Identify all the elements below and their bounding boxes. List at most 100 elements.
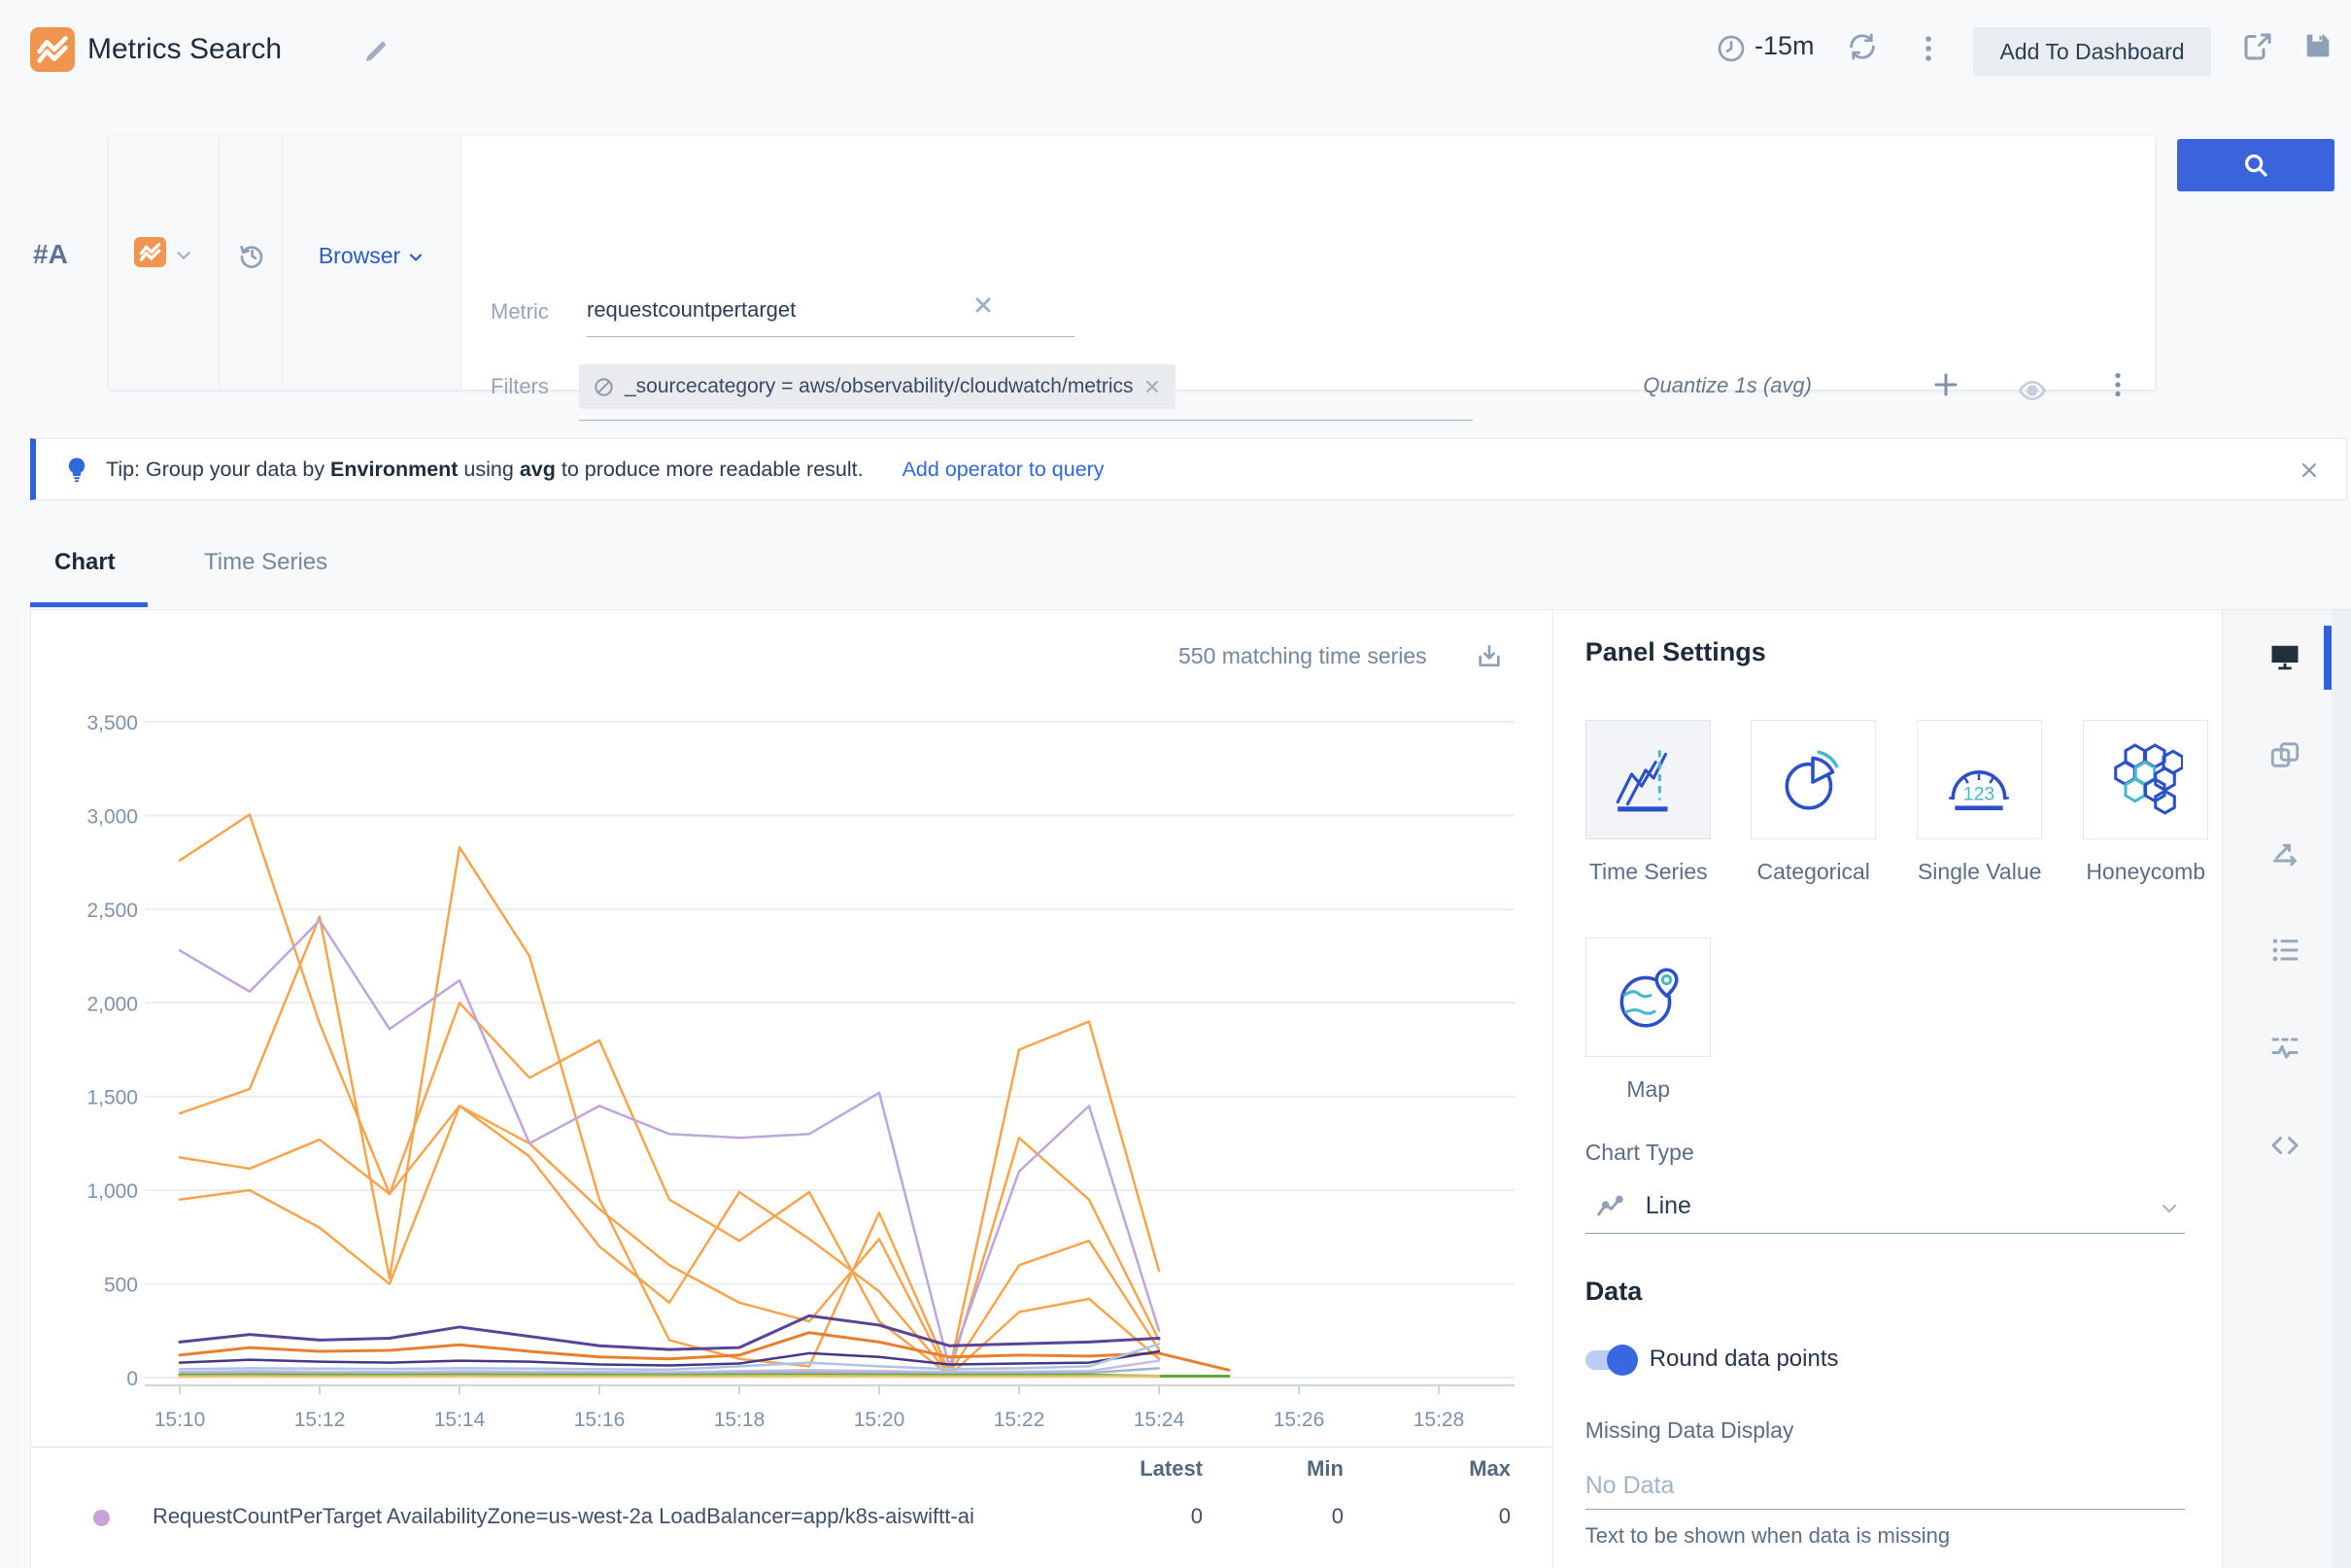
query-card: Browser Metric requestcountpertarget Fil… bbox=[109, 136, 2155, 390]
chevron-down-icon bbox=[2158, 1197, 2181, 1220]
svg-text:15:18: 15:18 bbox=[714, 1409, 766, 1431]
scrollbar-track[interactable] bbox=[2332, 610, 2351, 1568]
tip-text: Tip: Group your data by Environment usin… bbox=[106, 458, 864, 482]
axes-icon[interactable] bbox=[2267, 835, 2302, 869]
query-row-label: #A bbox=[33, 239, 68, 270]
legend-row[interactable]: RequestCountPerTarget AvailabilityZone=u… bbox=[31, 1500, 1553, 1551]
add-query-plus-icon[interactable] bbox=[1931, 370, 1960, 399]
tile-label-categorical: Categorical bbox=[1726, 859, 1901, 885]
tip-close-icon[interactable] bbox=[2298, 459, 2321, 482]
code-icon[interactable] bbox=[2267, 1128, 2302, 1163]
pie-chart-icon bbox=[1775, 742, 1851, 818]
tile-label-map: Map bbox=[1561, 1076, 1736, 1103]
svg-text:15:24: 15:24 bbox=[1134, 1409, 1185, 1431]
refresh-icon[interactable] bbox=[1846, 30, 1879, 63]
svg-text:3,500: 3,500 bbox=[86, 712, 138, 734]
honeycomb-icon bbox=[2107, 742, 2183, 818]
svg-text:15:28: 15:28 bbox=[1414, 1409, 1465, 1431]
chart-type-label: Chart Type bbox=[1585, 1140, 1694, 1166]
filter-chip-label: _sourcecategory = aws/observability/clou… bbox=[625, 375, 1133, 398]
round-data-points-toggle[interactable] bbox=[1585, 1350, 1632, 1370]
toolbar-active-indicator bbox=[2324, 626, 2332, 690]
time-range-value[interactable]: -15m bbox=[1755, 31, 1815, 61]
query-history-cell[interactable] bbox=[220, 136, 283, 390]
page-title: Metrics Search bbox=[87, 33, 282, 66]
filter-chip[interactable]: _sourcecategory = aws/observability/clou… bbox=[579, 364, 1176, 409]
svg-text:15:20: 15:20 bbox=[854, 1409, 905, 1431]
tip-text-part: Tip: Group your data by bbox=[106, 458, 330, 481]
copy-icon[interactable] bbox=[2267, 737, 2302, 772]
edit-title-pencil-icon[interactable] bbox=[361, 37, 391, 66]
legend-divider bbox=[31, 1447, 1553, 1448]
panel-type-honeycomb[interactable] bbox=[2083, 720, 2208, 839]
series-min-value: 0 bbox=[1246, 1504, 1344, 1529]
missing-data-display-label: Missing Data Display bbox=[1585, 1417, 1794, 1444]
metric-input[interactable]: requestcountpertarget bbox=[587, 297, 796, 323]
tab-time-series[interactable]: Time Series bbox=[204, 549, 327, 576]
svg-text:15:14: 15:14 bbox=[434, 1409, 486, 1431]
panel-settings-title: Panel Settings bbox=[1585, 637, 1766, 667]
chart-section: 550 matching time series 05001,0001,5002… bbox=[31, 610, 1552, 1568]
metric-clear-icon[interactable] bbox=[971, 293, 995, 317]
browser-dropdown[interactable]: Browser bbox=[283, 243, 461, 269]
tip-banner: Tip: Group your data by Environment usin… bbox=[30, 438, 2347, 500]
series-latest-value: 0 bbox=[1106, 1504, 1203, 1529]
svg-text:123: 123 bbox=[1963, 783, 1995, 804]
toggle-visibility-eye-icon[interactable] bbox=[2017, 375, 2048, 406]
pulse-icon[interactable] bbox=[2267, 1031, 2302, 1066]
chart-type-dropdown[interactable]: Line bbox=[1585, 1185, 2185, 1234]
metrics-app-icon bbox=[30, 27, 75, 72]
share-icon[interactable] bbox=[2240, 29, 2275, 64]
svg-text:500: 500 bbox=[104, 1275, 138, 1297]
time-range-clock-icon[interactable] bbox=[1716, 33, 1747, 64]
time-series-icon bbox=[1610, 742, 1686, 818]
active-tab-indicator bbox=[30, 602, 148, 607]
metrics-type-icon bbox=[134, 237, 166, 267]
panel-type-single-value[interactable]: 123 bbox=[1917, 720, 2042, 839]
tab-chart[interactable]: Chart bbox=[54, 549, 116, 576]
metrics-search-page: Metrics Search -15m Add To Dashboard #A bbox=[0, 0, 2351, 1568]
svg-text:2,500: 2,500 bbox=[86, 900, 138, 922]
svg-text:0: 0 bbox=[126, 1368, 138, 1390]
save-icon[interactable] bbox=[2301, 29, 2334, 62]
line-chart[interactable]: 05001,0001,5002,0002,5003,0003,50015:101… bbox=[31, 610, 1553, 1446]
history-clock-icon bbox=[236, 240, 267, 271]
panel-type-time-series[interactable] bbox=[1585, 720, 1711, 839]
svg-text:2,000: 2,000 bbox=[86, 993, 138, 1015]
chevron-down-icon bbox=[173, 245, 194, 266]
missing-data-input[interactable] bbox=[1585, 1463, 2185, 1510]
tip-bold-environment: Environment bbox=[330, 458, 458, 481]
metric-input-underline bbox=[587, 336, 1074, 337]
tip-text-part: to produce more readable result. bbox=[556, 458, 864, 481]
search-button[interactable] bbox=[2177, 139, 2334, 191]
svg-text:15:12: 15:12 bbox=[294, 1409, 346, 1431]
list-icon[interactable] bbox=[2267, 933, 2302, 968]
map-globe-icon bbox=[1610, 960, 1686, 1036]
filter-chip-remove-icon[interactable] bbox=[1142, 377, 1162, 396]
monitor-icon[interactable] bbox=[2267, 639, 2302, 674]
line-chart-type-icon bbox=[1593, 1191, 1626, 1224]
panel-type-categorical[interactable] bbox=[1751, 720, 1876, 839]
quantize-label: Quantize 1s (avg) bbox=[1600, 373, 1812, 398]
panel-settings: Panel Settings bbox=[1552, 610, 2222, 1568]
svg-text:15:10: 15:10 bbox=[154, 1409, 206, 1431]
header-kebab-menu-icon[interactable] bbox=[1912, 32, 1945, 65]
round-data-points-label: Round data points bbox=[1650, 1346, 1839, 1373]
svg-text:1,500: 1,500 bbox=[86, 1087, 138, 1109]
filters-field-label: Filters bbox=[491, 374, 549, 399]
legend-col-min: Min bbox=[1246, 1456, 1344, 1482]
panel-type-map[interactable] bbox=[1585, 937, 1711, 1057]
query-kebab-menu-icon[interactable] bbox=[2102, 369, 2133, 400]
lightbulb-icon bbox=[63, 456, 90, 483]
add-to-dashboard-button[interactable]: Add To Dashboard bbox=[1973, 27, 2211, 76]
filters-input-underline bbox=[579, 420, 1473, 421]
tip-text-part: using bbox=[458, 458, 519, 481]
metric-type-cell[interactable] bbox=[109, 136, 220, 390]
svg-text:15:26: 15:26 bbox=[1274, 1409, 1325, 1431]
series-color-dot bbox=[93, 1510, 110, 1526]
add-operator-to-query-link[interactable]: Add operator to query bbox=[903, 458, 1105, 482]
svg-text:15:16: 15:16 bbox=[574, 1409, 626, 1431]
source-selector-cell[interactable]: Browser bbox=[283, 136, 461, 390]
series-max-value: 0 bbox=[1414, 1504, 1511, 1529]
svg-text:15:22: 15:22 bbox=[994, 1409, 1045, 1431]
